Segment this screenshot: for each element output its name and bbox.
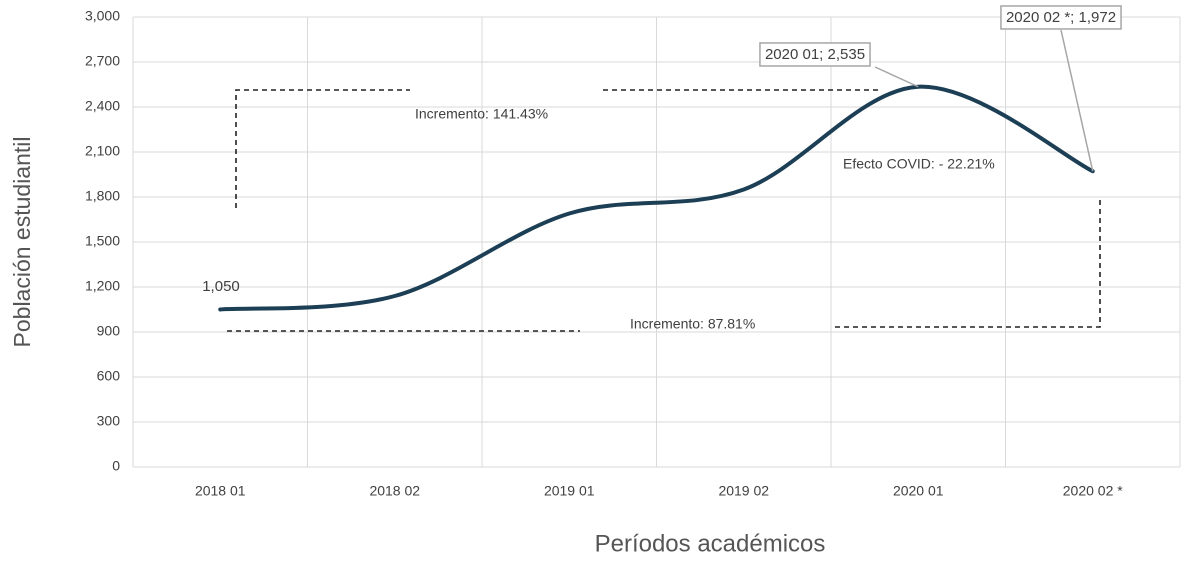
data-label: 2020 02 *; 1,972 [1006,9,1116,26]
y-tick-label: 3,000 [85,8,120,24]
annotation: Incremento: 141.43% [415,106,548,122]
label-box [759,42,871,67]
x-tick-label: 2019 01 [544,483,595,499]
data-label: 1,050 [202,278,240,295]
grid: 0 300 600 900 1,200 1,500 1,800 2,100 2,400 2,700… [85,8,1181,499]
leader-line [874,66,919,88]
data-line [218,84,1095,312]
y-tick-label: 900 [97,323,121,339]
x-tick-label: 2018 02 [369,483,420,499]
y-tick-label: 300 [97,413,121,429]
annotation: Incremento: 87.81% [630,316,755,332]
y-tick-label: 1,200 [85,278,120,294]
y-tick-label: 1,500 [85,233,120,249]
x-tick-label: 2018 01 [195,483,246,499]
annotation: Efecto COVID: - 22.21% [843,156,995,172]
y-tick-label: 600 [97,368,121,384]
label-box [1000,5,1122,30]
dashed-guide [235,89,410,208]
guides [227,89,1101,332]
y-tick-label: 2,400 [85,98,120,114]
data-label: 2020 01; 2,535 [765,46,865,63]
dashed-guide [835,200,1101,328]
leader-line [1060,29,1094,172]
y-tick-label: 1,800 [85,188,120,204]
y-tick-label: 2,700 [85,53,120,69]
y-axis-title: Población estudiantil [9,137,35,348]
x-axis-title: Períodos académicos [595,530,826,557]
data-label-group: 1,050 [202,278,240,295]
y-tick-label: 2,100 [85,143,120,159]
x-tick-label: 2020 01 [893,483,944,499]
x-tick-label: 2020 02 * [1063,483,1123,499]
data-label-group: 2020 01; 2,535 [759,42,919,88]
y-tick-label: 0 [112,458,120,474]
x-tick-label: 2019 02 [718,483,769,499]
data-label-group: 2020 02 *; 1,972 [1000,5,1122,172]
